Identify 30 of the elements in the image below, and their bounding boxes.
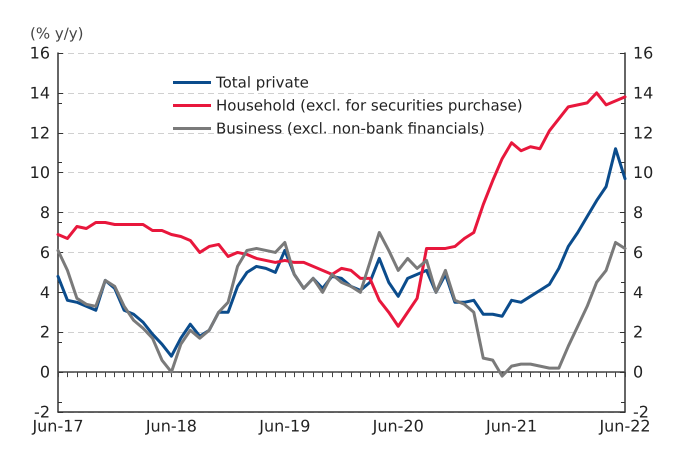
y2-tick-label: 8 xyxy=(633,203,644,222)
y-tick-label: 10 xyxy=(30,163,50,182)
x-tick-label: Jun-18 xyxy=(144,416,197,436)
x-tick-label: Jun-21 xyxy=(485,416,538,436)
legend-label: Household (excl. for securities purchase) xyxy=(216,96,523,114)
y2-tick-label: 16 xyxy=(633,44,654,62)
y2-tick-label: 12 xyxy=(633,123,654,142)
y-tick-label: 6 xyxy=(40,242,50,262)
line-series xyxy=(56,231,626,378)
y2-tick-label: 14 xyxy=(633,83,654,102)
line-series xyxy=(56,91,626,328)
y2-tick-label: 10 xyxy=(633,163,654,182)
legend-label: Business (excl. non-bank financials) xyxy=(216,120,485,138)
y-tick-label: 8 xyxy=(40,203,50,222)
y2-tick-label: 4 xyxy=(633,282,644,302)
y2-tick-label: 2 xyxy=(633,322,644,342)
y2-tick-label: 6 xyxy=(633,242,644,262)
x-tick-label: Jun-17 xyxy=(31,416,84,436)
x-tick-label: Jun-19 xyxy=(258,416,310,436)
x-tick-label: Jun-20 xyxy=(372,416,424,436)
y-tick-label: 0 xyxy=(40,362,50,382)
y-tick-label: 4 xyxy=(40,282,50,302)
y-tick-label: 12 xyxy=(30,123,50,142)
x-tick-label: Jun-22 xyxy=(598,416,651,436)
y-tick-label: 2 xyxy=(40,322,50,342)
y-tick-label: 16 xyxy=(30,44,50,62)
y-tick-label: 14 xyxy=(30,83,50,102)
legend-label: Total private xyxy=(215,74,309,92)
y2-tick-label: 0 xyxy=(633,362,644,382)
y-axis-title: (% y/y) xyxy=(30,24,84,42)
